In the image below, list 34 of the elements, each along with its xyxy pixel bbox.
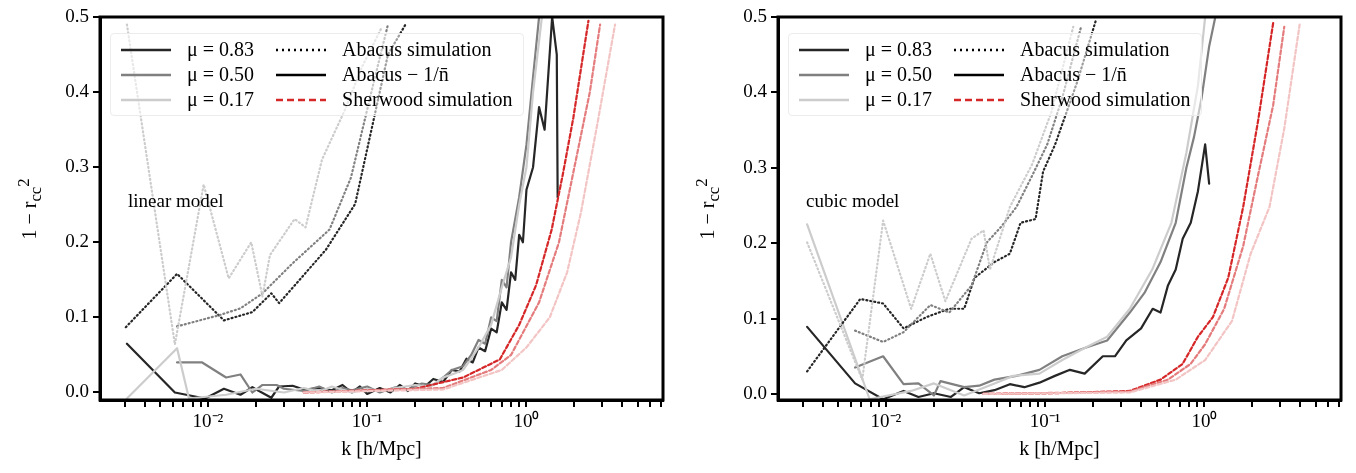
y-tick-label: 0.3 bbox=[743, 155, 767, 177]
legend-label: μ = 0.50 bbox=[865, 63, 933, 86]
y-tick-label: 0.2 bbox=[743, 231, 767, 253]
x-tick-label: 10⁻² bbox=[870, 410, 902, 432]
y-tick-label: 0.2 bbox=[65, 230, 89, 252]
y-tick-label: 0.5 bbox=[65, 4, 89, 26]
y-tick-label: 0.3 bbox=[65, 155, 89, 177]
legend-label: μ = 0.17 bbox=[187, 88, 255, 111]
legend-label: μ = 0.50 bbox=[187, 63, 255, 86]
x-tick-label: 10⁻² bbox=[192, 410, 224, 432]
annotation: linear model bbox=[128, 190, 224, 212]
y-tick-label: 0.0 bbox=[743, 381, 767, 403]
x-tick-label: 10⁰ bbox=[1191, 410, 1218, 432]
legend-label: Sherwood simulation bbox=[1020, 88, 1191, 111]
legend-label: Abacus simulation bbox=[1020, 38, 1170, 61]
y-tick-label: 0.5 bbox=[743, 4, 767, 26]
legend-label: Abacus − 1/n̄ bbox=[342, 63, 449, 86]
legend-label: Abacus simulation bbox=[342, 38, 492, 61]
legend-label: μ = 0.83 bbox=[187, 38, 255, 61]
y-tick-label: 0.1 bbox=[65, 305, 89, 327]
y-tick-label: 0.4 bbox=[65, 80, 90, 102]
x-axis-title: k [h/Mpc] bbox=[1019, 436, 1100, 460]
legend-label: Abacus − 1/n̄ bbox=[1020, 63, 1127, 86]
legend-label: Sherwood simulation bbox=[342, 88, 513, 111]
x-axis-title: k [h/Mpc] bbox=[341, 436, 422, 460]
x-tick-label: 10⁻¹ bbox=[351, 410, 383, 432]
legend-label: μ = 0.83 bbox=[865, 38, 933, 61]
y-tick-label: 0.0 bbox=[65, 380, 89, 402]
x-tick-label: 10⁻¹ bbox=[1029, 410, 1061, 432]
y-tick-label: 0.4 bbox=[743, 80, 768, 102]
y-tick-label: 0.1 bbox=[743, 306, 767, 328]
legend-label: μ = 0.17 bbox=[865, 88, 933, 111]
x-tick-label: 10⁰ bbox=[513, 410, 540, 432]
annotation: cubic model bbox=[806, 190, 900, 212]
